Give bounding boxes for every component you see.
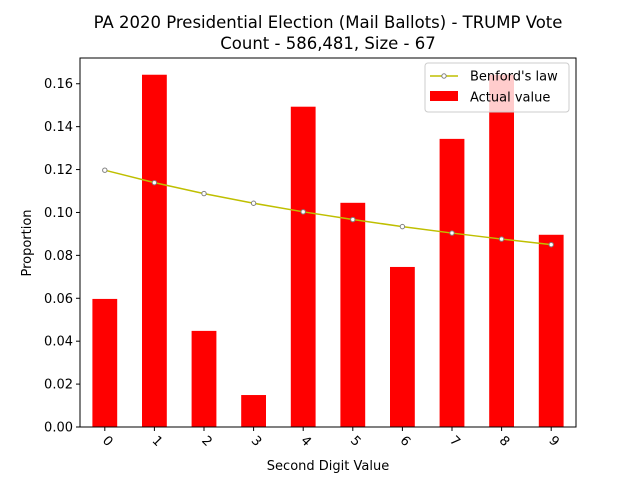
benford-point-0 (102, 167, 108, 173)
y-tick-label: 0.16 (44, 77, 73, 92)
benford-line-layer (102, 167, 554, 248)
y-tick-label: 0.04 (44, 335, 73, 350)
bar-digit-0 (92, 298, 118, 427)
legend: Benford's law Actual value (424, 62, 570, 113)
legend-box (424, 62, 570, 113)
bar-digit-5 (340, 202, 366, 427)
benford-point-9 (548, 241, 554, 248)
bar-digit-9 (538, 234, 564, 427)
y-axis-label: Proportion (20, 209, 35, 276)
chart-title-line1: PA 2020 Presidential Election (Mail Ball… (94, 13, 563, 32)
benford-point-2 (201, 190, 207, 197)
bar-digit-2 (191, 330, 217, 427)
y-tick-label: 0.02 (44, 378, 73, 393)
benford-point-8 (498, 236, 505, 242)
legend-actual-label: Actual value (470, 91, 550, 106)
benford-line (104, 169, 552, 246)
benford-point-5 (350, 216, 356, 223)
y-tick-label: 0.06 (44, 292, 73, 307)
y-tick-label: 0.12 (44, 163, 73, 178)
benford-point-4 (300, 209, 306, 215)
legend-actual-swatch (430, 91, 458, 101)
legend-benford-marker-swatch (441, 73, 447, 79)
benford-point-1 (151, 179, 158, 186)
y-tick-label: 0.14 (44, 120, 73, 135)
y-tick-label: 0.08 (44, 249, 73, 264)
x-axis-label: Second Digit Value (267, 459, 389, 474)
bar-digit-7 (439, 138, 465, 428)
bar-digit-6 (390, 266, 415, 427)
bar-digit-1 (142, 74, 167, 428)
benford-point-6 (399, 223, 406, 230)
chart-title-line2: Count - 586,481, Size - 67 (220, 34, 435, 53)
y-tick-label: 0.10 (44, 206, 73, 221)
benford-point-7 (449, 230, 455, 236)
bar-digit-8 (489, 74, 514, 428)
y-tick-label: 0.00 (44, 421, 73, 436)
bar-digit-3 (241, 395, 266, 427)
legend-benford-label: Benford's law (470, 70, 558, 85)
bars-layer (92, 74, 564, 428)
bar-digit-4 (290, 106, 316, 428)
axes-layer (79, 57, 577, 428)
plot-frame (79, 57, 577, 428)
benford-point-3 (250, 200, 257, 206)
